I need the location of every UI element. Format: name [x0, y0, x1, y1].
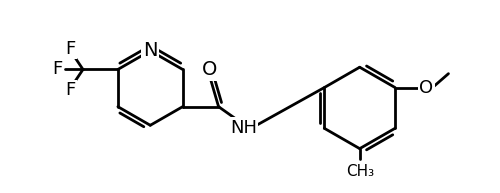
- Text: F: F: [66, 81, 76, 99]
- Text: N: N: [143, 41, 158, 60]
- Text: F: F: [66, 40, 76, 58]
- Text: NH: NH: [230, 119, 257, 136]
- Text: O: O: [202, 60, 218, 80]
- Text: O: O: [419, 79, 433, 96]
- Text: CH₃: CH₃: [346, 163, 374, 179]
- Text: F: F: [52, 60, 62, 78]
